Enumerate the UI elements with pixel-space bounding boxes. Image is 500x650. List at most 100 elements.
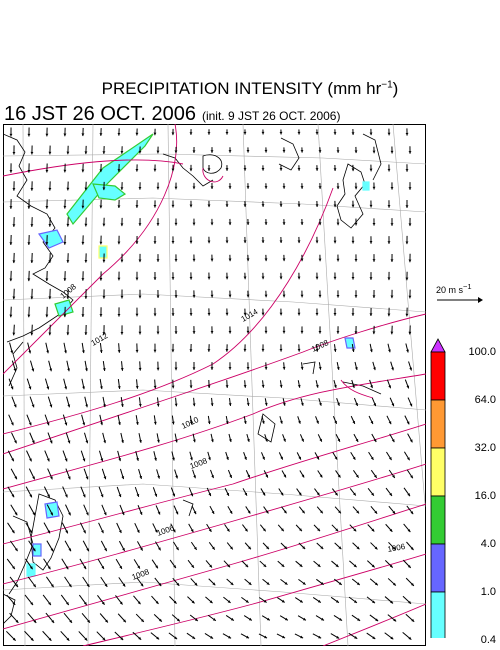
- wind-arrow: [99, 307, 103, 317]
- wind-arrow: [7, 486, 15, 498]
- wind-arrow: [279, 165, 283, 171]
- wind-arrow: [117, 379, 121, 389]
- wind-scale-label: 20 m s−1: [436, 282, 472, 295]
- wind-arrow: [405, 613, 415, 623]
- wind-arrow: [318, 147, 322, 153]
- wind-arrow: [6, 558, 16, 570]
- wind-arrow: [336, 254, 340, 262]
- wind-arrow: [117, 450, 122, 462]
- wind-arrow: [314, 452, 320, 460]
- wind-arrow: [82, 540, 90, 552]
- wind-arrow: [369, 164, 373, 172]
- wind-arrow: [264, 362, 268, 370]
- wind-arrow: [242, 488, 248, 496]
- wind-arrow: [64, 576, 72, 588]
- wind-arrow: [192, 433, 196, 443]
- wind-arrow: [261, 344, 265, 352]
- isobar-label: 1006: [387, 542, 407, 554]
- wind-arrow: [368, 451, 374, 461]
- wind-arrow: [298, 542, 306, 550]
- wind-arrow: [243, 452, 247, 460]
- wind-arrow: [156, 397, 160, 407]
- wind-arrow: [117, 343, 121, 353]
- wind-arrow: [83, 468, 89, 480]
- wind-arrow: [352, 542, 360, 550]
- wind-arrow: [66, 360, 70, 372]
- wind-arrow: [352, 506, 360, 514]
- wind-arrow: [101, 468, 107, 480]
- colorbar-level-label: 0.4: [480, 634, 496, 646]
- wind-arrow: [312, 633, 322, 639]
- wind-arrow: [259, 560, 267, 568]
- wind-arrow: [243, 308, 247, 316]
- wind-arrow: [46, 504, 54, 516]
- wind-arrow: [333, 344, 337, 352]
- wind-arrow: [264, 290, 268, 298]
- wind-arrow: [386, 379, 392, 389]
- wind-arrow: [315, 344, 319, 352]
- wind-arrow: [354, 218, 358, 226]
- wind-arrow: [45, 235, 49, 245]
- wind-arrow: [405, 235, 409, 245]
- wind-arrow: [318, 290, 322, 298]
- wind-arrow: [99, 199, 103, 209]
- colorbar-level-label: 16.0: [474, 490, 496, 502]
- isobar: [3, 124, 178, 375]
- wind-arrow: [264, 326, 268, 334]
- wind-arrow: [385, 487, 393, 497]
- wind-arrow: [84, 217, 88, 227]
- wind-arrow: [48, 181, 52, 191]
- wind-arrow: [9, 163, 13, 173]
- wind-arrow: [192, 326, 196, 334]
- wind-arrow: [117, 164, 121, 172]
- wind-arrow: [189, 236, 193, 244]
- wind-arrow: [114, 631, 124, 641]
- wind-arrow: [27, 127, 31, 137]
- wind-arrow: [27, 235, 31, 245]
- wind-arrow: [405, 128, 409, 136]
- wind-arrow: [404, 379, 410, 389]
- wind-arrow: [245, 470, 251, 478]
- wind-arrow: [7, 522, 15, 534]
- wind-arrow: [188, 523, 194, 533]
- wind-arrow: [228, 183, 232, 189]
- wind-arrow: [405, 271, 409, 281]
- wind-arrow: [153, 343, 157, 353]
- wind-arrow: [333, 615, 343, 621]
- wind-arrow: [66, 324, 70, 336]
- wind-arrow: [171, 128, 175, 136]
- wind-arrow: [259, 524, 267, 532]
- wind-arrow: [189, 308, 193, 316]
- wind-arrow: [83, 432, 89, 444]
- wind-arrow: [223, 560, 231, 568]
- wind-arrow: [406, 505, 414, 515]
- wind-arrow: [9, 270, 13, 282]
- wind-arrow: [243, 272, 247, 280]
- wind-arrow: [66, 145, 70, 155]
- wind-arrow: [169, 596, 177, 604]
- wind-arrow: [63, 378, 68, 390]
- wind-arrow: [120, 182, 124, 190]
- colorbar-level-label: 1.0: [480, 586, 496, 598]
- wind-arrow: [171, 164, 175, 172]
- wind-arrow: [387, 271, 391, 281]
- wind-arrow: [385, 523, 393, 533]
- wind-arrow: [404, 415, 410, 425]
- wind-arrow: [335, 434, 341, 442]
- wind-arrow: [264, 434, 268, 442]
- wind-arrow: [153, 236, 157, 244]
- wind-arrow: [390, 325, 394, 335]
- wind-arrow: [351, 308, 355, 316]
- wind-arrow: [262, 578, 270, 586]
- wind-arrow: [386, 415, 392, 425]
- wind-arrow: [174, 361, 178, 371]
- precip-area: [66, 133, 154, 226]
- wind-arrow: [278, 488, 284, 496]
- wind-arrow: [66, 253, 70, 263]
- valid-time-header: 16 JST 26 OCT. 2006 (init. 9 JST 26 OCT. …: [4, 103, 340, 126]
- wind-arrow: [138, 146, 142, 154]
- wind-arrow: [263, 506, 269, 514]
- wind-arrow: [279, 344, 283, 352]
- wind-arrow: [152, 487, 158, 497]
